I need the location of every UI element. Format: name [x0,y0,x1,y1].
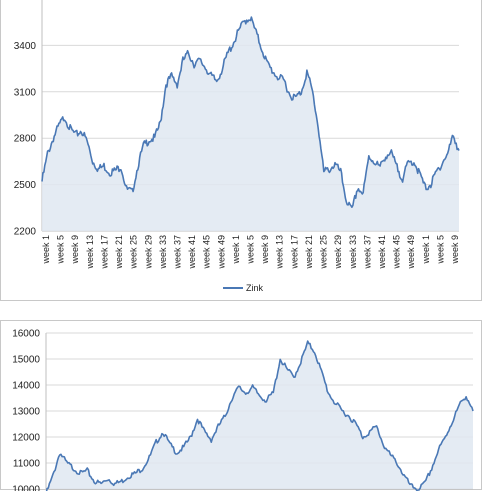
x-tick-label: week 29 [333,235,343,270]
y-tick-label: 10000 [12,485,40,491]
x-tick-label: week 49 [406,235,416,270]
y-tick-label: 2800 [14,134,37,145]
legend: Zink [223,283,264,293]
zink-area-fill [42,17,459,231]
second-chart: 10000 11000 12000 13000 14000 15000 16000 [1,321,482,491]
x-tick-label: week 21 [114,235,124,270]
x-tick-label: week 37 [362,235,372,270]
y-tick-label: 12000 [12,433,40,444]
y-tick-label: 13000 [12,407,40,418]
x-tick-label: week 17 [99,235,109,270]
x-tick-label: week 37 [173,235,183,270]
x-tick-label: week 5 [246,235,256,265]
x-tick-label: week 13 [275,235,285,270]
x-tick-label: week 45 [202,235,212,270]
x-tick-label: week 33 [158,235,168,270]
second-chart-panel: 10000 11000 12000 13000 14000 15000 16000 [0,320,482,490]
x-tick-label: week 5 [56,235,66,265]
x-tick-label: week 49 [216,235,226,270]
x-tick-label: week 5 [435,235,445,265]
x-tick-label: week 25 [129,235,139,270]
x-tick-label: week 9 [70,235,80,265]
y-tick-label: 3100 [14,87,37,98]
x-tick-label: week 45 [392,235,402,270]
zink-chart-panel: 2200 2500 2800 3100 3400 week 1 week 5 week 9 w… [0,0,482,301]
x-tick-label: week 41 [187,235,197,270]
x-tick-label: week 9 [260,235,270,265]
x-tick-label: week 1 [231,235,241,265]
y-tick-label: 2200 [14,227,37,238]
x-tick-label: week 1 [421,235,431,265]
x-tick-label: week 21 [304,235,314,270]
y-tick-label: 2500 [14,180,37,191]
x-tick-label: week 17 [289,235,299,270]
y-tick-label: 14000 [12,381,40,392]
x-tick-label: week 33 [348,235,358,270]
zink-chart: 2200 2500 2800 3100 3400 week 1 week 5 week 9 w… [1,0,482,302]
x-tick-label: week 29 [143,235,153,270]
y-tick-label: 16000 [12,329,40,340]
legend-label-zink: Zink [246,283,264,293]
y-tick-label: 15000 [12,355,40,366]
second-area-fill [46,341,473,491]
y-tick-label: 3400 [14,41,37,52]
x-tick-label: week 1 [41,235,51,265]
x-tick-label: week 13 [85,235,95,270]
x-tick-label: week 9 [450,235,460,265]
x-tick-label: week 41 [377,235,387,270]
x-tick-label: week 25 [319,235,329,270]
y-tick-label: 11000 [13,459,41,470]
